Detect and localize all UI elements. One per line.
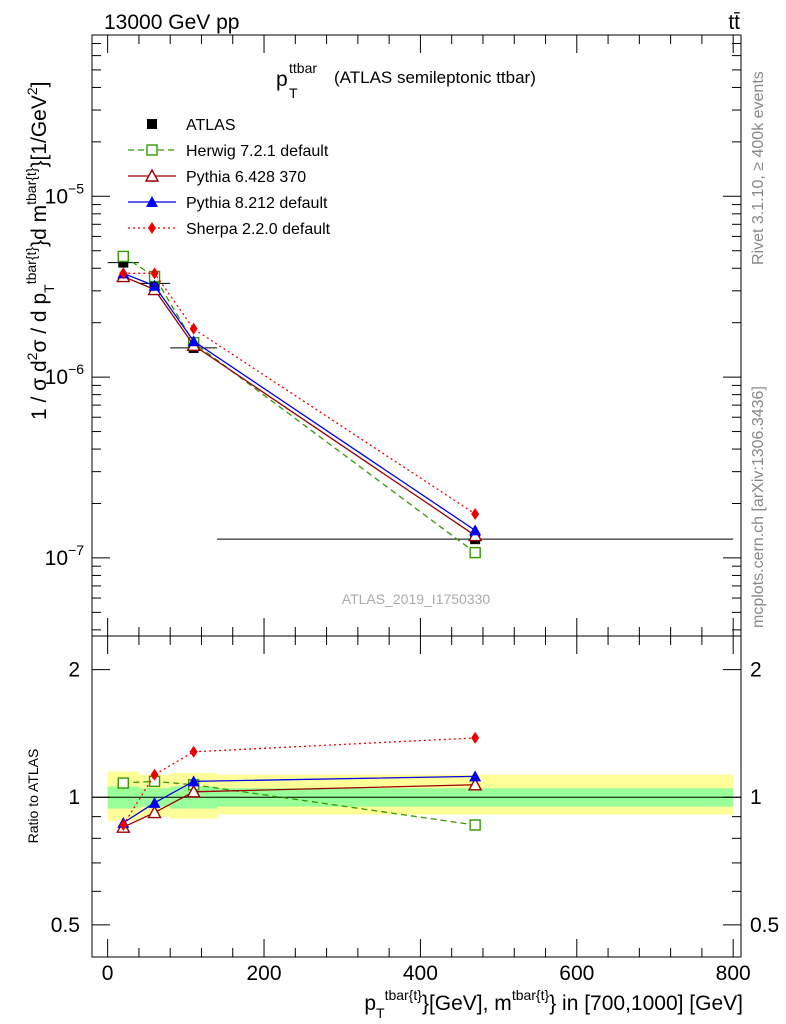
ratio-ytick-label-left: 1 xyxy=(68,786,80,809)
ratio-point-pythia8 xyxy=(187,775,200,787)
ratio-point-pythia8 xyxy=(469,770,482,782)
ratio-xtick-label: 600 xyxy=(559,962,594,985)
legend-marker-atlas xyxy=(147,119,157,129)
main-title: p xyxy=(276,68,288,91)
point-herwig xyxy=(117,250,129,263)
point-herwig xyxy=(469,546,481,559)
ratio-point-sherpa xyxy=(150,768,159,781)
ratio-point-sherpa xyxy=(471,731,480,744)
series-line-sherpa xyxy=(123,272,476,515)
series-line-pythia8 xyxy=(123,272,476,531)
legend-label-pythia8: Pythia 8.212 default xyxy=(186,195,328,212)
rivet-label: Rivet 3.1.10, ≥ 400k events xyxy=(750,71,767,265)
ratio-frame xyxy=(91,635,742,958)
ratio-point-pythia6 xyxy=(147,805,162,819)
point-sherpa xyxy=(119,267,128,280)
ratio-xtick-label: 800 xyxy=(716,962,751,985)
point-sherpa xyxy=(189,322,198,335)
ratio-xlabel: pTtbar{t}}[GeV], mtbar{t}} in [700,1000]… xyxy=(364,987,743,1021)
ratio-line-pythia6 xyxy=(123,784,476,828)
ratio-point-pythia6 xyxy=(186,784,201,798)
title-subscript: T xyxy=(289,85,298,101)
ratio-xtick-label: 0 xyxy=(102,962,114,985)
title-p: p xyxy=(276,68,288,91)
ratio-ytick-label-left: 2 xyxy=(68,659,80,682)
ratio-ytick-label-right: 2 xyxy=(750,659,762,682)
legend-label-sherpa: Sherpa 2.2.0 default xyxy=(186,221,331,238)
process-label: tt̄ xyxy=(728,11,740,34)
title-rest: (ATLAS semileptonic ttbar) xyxy=(334,68,536,87)
point-pythia8 xyxy=(148,279,161,291)
point-pythia8 xyxy=(187,335,200,347)
ratio-xtick-label: 200 xyxy=(247,962,282,985)
svg-text:pTtbar{t}}[GeV], mtbar{t}} in: pTtbar{t}}[GeV], mtbar{t}} in [700,1000]… xyxy=(364,987,743,1021)
legend-marker-pythia8 xyxy=(146,196,158,207)
ratio-point-pythia8 xyxy=(148,796,161,808)
ratio-panel: 0.5 0.5 1 1 2 2 0 200 400 600 800 Ratio to ATLAS p… xyxy=(25,635,779,1021)
ratio-xtick-label: 400 xyxy=(403,962,438,985)
ratio-line-pythia8 xyxy=(122,775,476,824)
analysis-watermark: ATLAS_2019_I1750330 xyxy=(342,591,491,607)
legend-marker-herwig xyxy=(146,144,158,156)
ratio-line-sherpa xyxy=(122,737,476,826)
legend-label-herwig: Herwig 7.2.1 default xyxy=(186,143,329,160)
legend-label-pythia6: Pythia 6.428 370 xyxy=(186,169,306,186)
main-ytick-label: 10−6 xyxy=(45,361,85,389)
ratio-point-herwig xyxy=(469,819,481,831)
point-sherpa xyxy=(150,267,159,280)
ratio-ytick-label-right: 0.5 xyxy=(750,914,779,937)
ratio-line-herwig xyxy=(123,780,476,826)
ratio-ytick-label-left: 0.5 xyxy=(51,914,80,937)
title-superscript: ttbar xyxy=(289,60,317,76)
point-sherpa xyxy=(471,507,480,520)
point-pythia8 xyxy=(469,524,482,536)
mcplots-label: mcplots.cern.ch [arXiv:1306.3436] xyxy=(750,386,767,628)
main-ytick-label: 10−5 xyxy=(45,180,85,208)
legend: ATLAS Herwig 7.2.1 default Pythia 6.428 37… xyxy=(128,117,331,238)
main-panel: 10−7 10−6 10−5 p ttbar T (ATLAS semilepton… xyxy=(23,34,742,637)
ratio-ylabel: Ratio to ATLAS xyxy=(25,749,41,844)
series-line-pythia6 xyxy=(123,275,476,537)
ratio-point-herwig xyxy=(117,777,129,789)
ratio-point-sherpa xyxy=(119,819,128,832)
legend-marker-sherpa xyxy=(148,222,156,234)
legend-marker-pythia6 xyxy=(144,168,160,182)
legend-label-atlas: ATLAS xyxy=(186,117,236,134)
energy-label: 13000 GeV pp xyxy=(104,11,239,34)
ratio-ytick-label-right: 1 xyxy=(750,786,762,809)
ratio-point-sherpa xyxy=(189,745,198,758)
series-line-herwig xyxy=(122,255,476,554)
point-atlas xyxy=(118,257,129,268)
main-ytick-label: 10−7 xyxy=(45,542,85,570)
ratio-point-pythia6 xyxy=(467,777,483,791)
